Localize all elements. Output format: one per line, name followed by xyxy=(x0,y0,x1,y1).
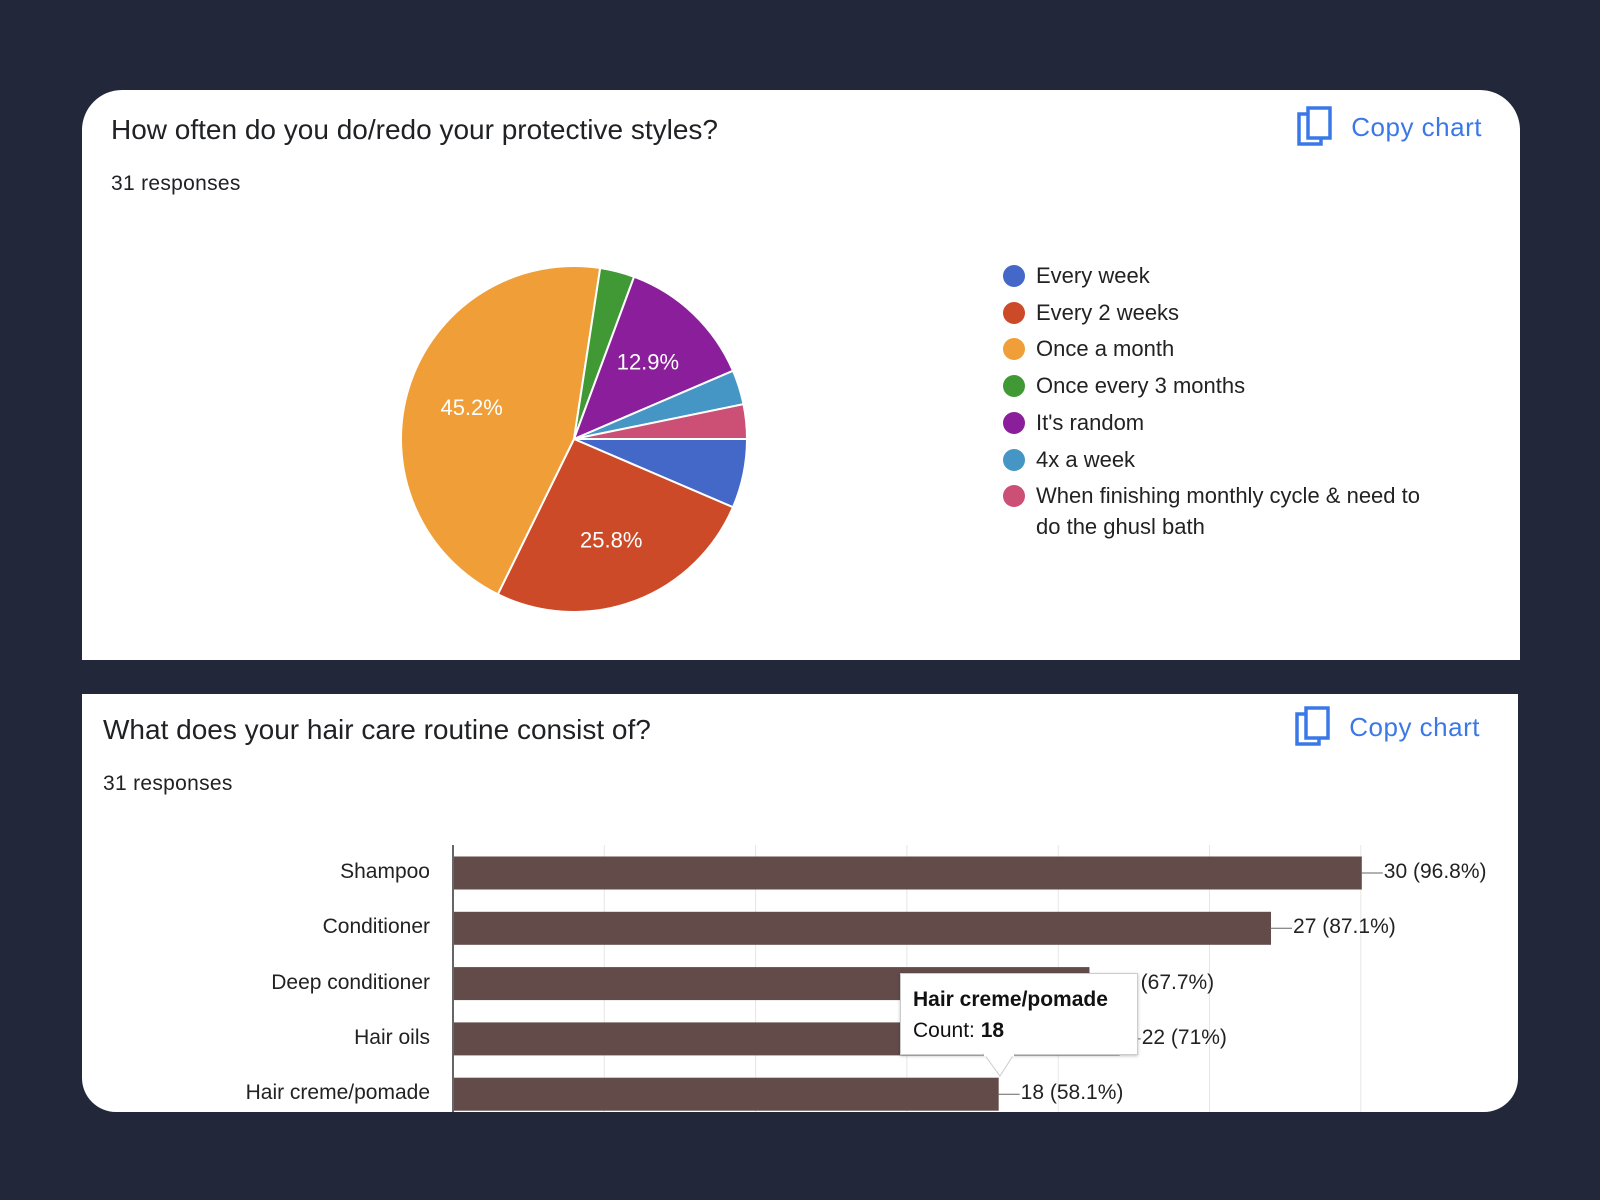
pie-chart: 25.8% 45.2% 12.9% xyxy=(400,265,749,613)
tooltip-title: Hair creme/pomade xyxy=(913,988,1108,1011)
copy-icon xyxy=(1295,706,1331,746)
tooltip-count: 18 xyxy=(980,1019,1005,1042)
legend-label: It's random xyxy=(1036,409,1145,435)
pie-slice[interactable] xyxy=(400,265,602,596)
copy-chart-label: Copy chart xyxy=(1351,111,1482,142)
question-title: What does your hair care routine consist… xyxy=(103,714,651,745)
legend-swatch xyxy=(1003,411,1025,434)
legend-label: Once every 3 months xyxy=(1036,373,1246,399)
legend-label: Once a month xyxy=(1036,336,1175,362)
category-label: Hair oils xyxy=(354,1025,430,1049)
category-label: Deep conditioner xyxy=(271,970,430,994)
pie-chart-card: How often do you do/redo your protective… xyxy=(82,90,1520,660)
copy-chart-label: Copy chart xyxy=(1349,711,1480,742)
legend-swatch xyxy=(1003,301,1025,324)
legend-item[interactable]: When finishing monthly cycle & need to d… xyxy=(1003,480,1443,542)
bar[interactable] xyxy=(454,911,1272,945)
category-label: Conditioner xyxy=(322,915,430,939)
bar[interactable] xyxy=(454,1077,999,1111)
legend-item[interactable]: Every week xyxy=(1003,260,1443,291)
legend-label: Every 2 weeks xyxy=(1036,299,1180,325)
slice-label: 45.2% xyxy=(440,395,502,420)
legend-item[interactable]: Every 2 weeks xyxy=(1003,297,1443,328)
bar-chart-card: What does your hair care routine consist… xyxy=(82,694,1518,1112)
bar-chart xyxy=(452,845,1383,1112)
value-label: 27 (87.1%) xyxy=(1293,915,1396,939)
copy-chart-button[interactable]: Copy chart xyxy=(1295,706,1480,748)
pie-slice[interactable] xyxy=(572,275,735,441)
legend-item[interactable]: Once a month xyxy=(1003,333,1443,364)
response-count: 31 responses xyxy=(111,172,241,195)
pie-slice[interactable] xyxy=(573,402,749,440)
value-label: 22 (71%) xyxy=(1141,1025,1227,1049)
slice-label: 12.9% xyxy=(617,349,679,374)
legend-label: Every week xyxy=(1036,263,1150,288)
tooltip-count-label: Count: xyxy=(913,1019,975,1042)
legend-swatch xyxy=(1003,485,1025,508)
tooltip-pointer xyxy=(983,1053,1015,1077)
legend-swatch xyxy=(1003,375,1025,398)
question-title: How often do you do/redo your protective… xyxy=(111,114,719,145)
legend-label: When finishing monthly cycle & need to d… xyxy=(1036,483,1420,540)
slice-label: 25.8% xyxy=(580,528,642,553)
legend-label: 4x a week xyxy=(1036,446,1136,472)
legend-item[interactable]: It's random xyxy=(1003,407,1443,438)
legend-swatch xyxy=(1003,338,1025,361)
tooltip: Hair creme/pomade Count: 18 xyxy=(900,973,1138,1055)
pie-slice[interactable] xyxy=(496,437,735,613)
legend-item[interactable]: 4x a week xyxy=(1003,444,1443,475)
value-label: 18 (58.1%) xyxy=(1020,1081,1124,1105)
category-label: Shampoo xyxy=(340,860,430,883)
legend-item[interactable]: Once every 3 months xyxy=(1003,370,1443,401)
legend-swatch xyxy=(1003,265,1025,287)
copy-chart-button[interactable]: Copy chart xyxy=(1297,106,1482,148)
legend-swatch xyxy=(1003,448,1025,471)
value-label: 30 (96.8%) xyxy=(1383,860,1487,883)
category-label: Hair creme/pomade xyxy=(245,1081,430,1105)
bar[interactable] xyxy=(454,856,1362,890)
copy-icon xyxy=(1297,106,1333,146)
response-count: 31 responses xyxy=(103,772,233,795)
